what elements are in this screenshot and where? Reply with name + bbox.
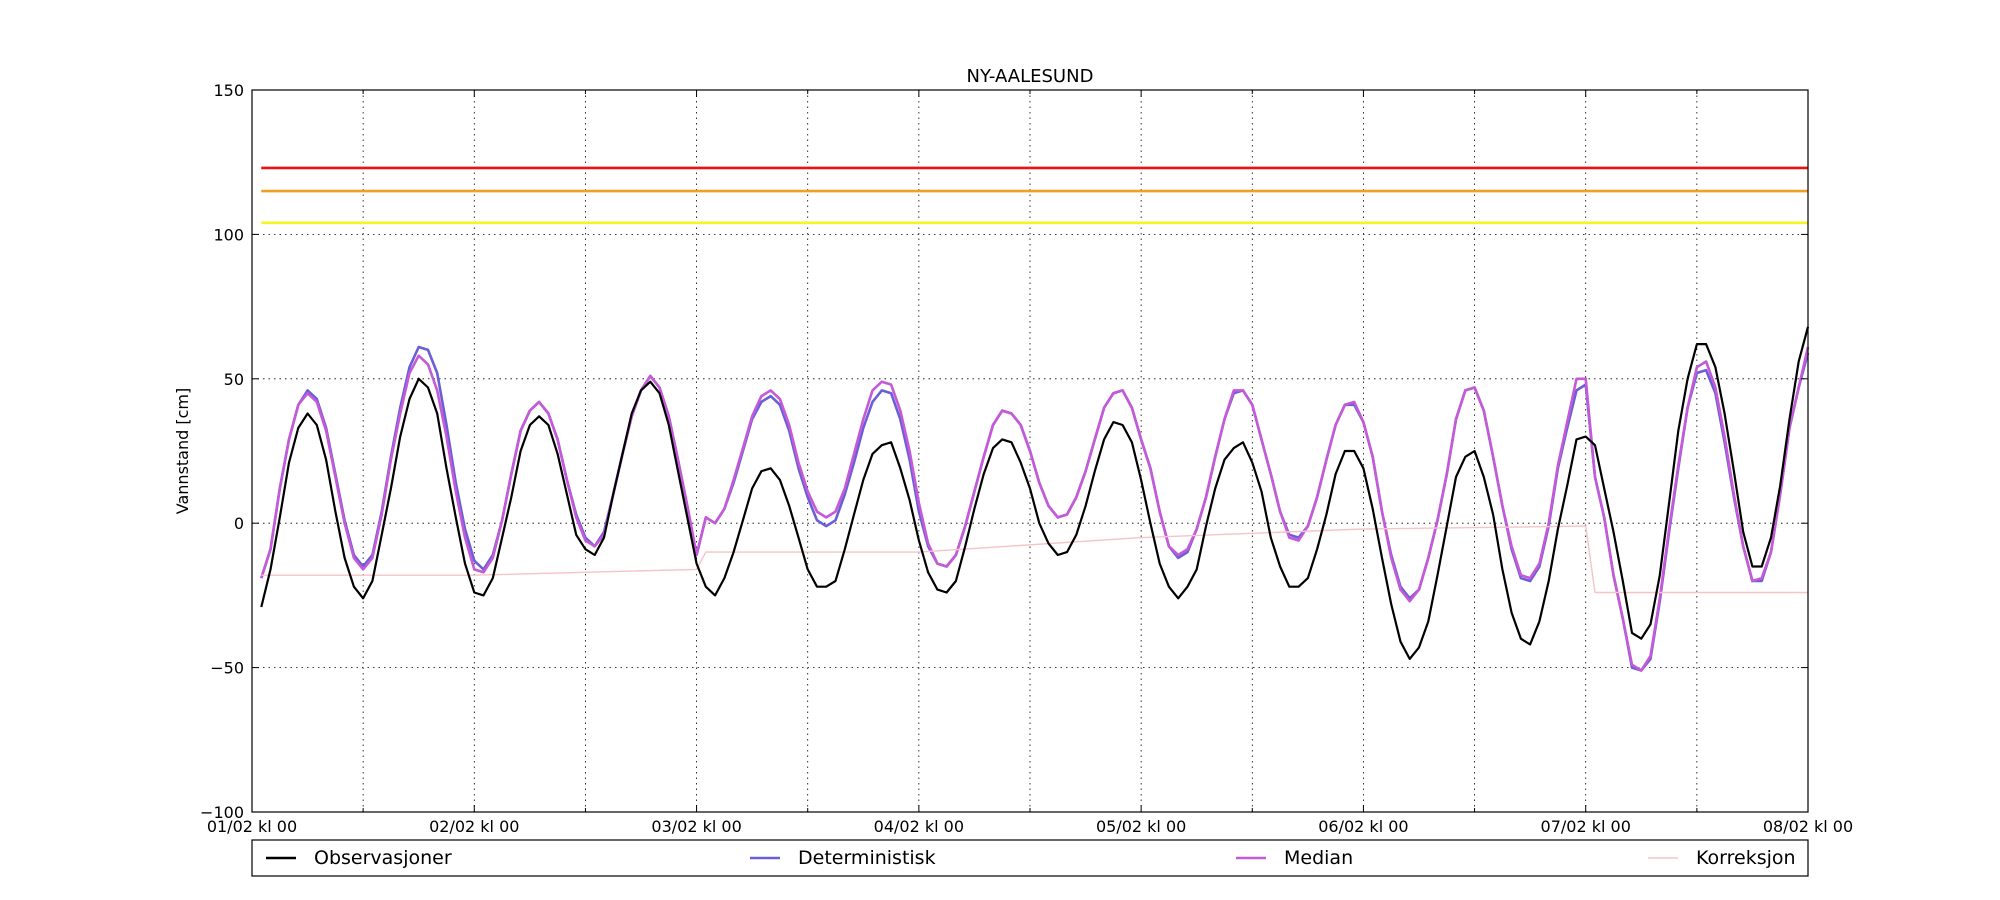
legend-label-1: Deterministisk [798, 847, 936, 869]
legend-label-0: Observasjoner [314, 847, 452, 869]
series-line-3 [261, 525, 1808, 594]
y-tick-label: −50 [210, 659, 244, 678]
y-tick-label: 100 [213, 225, 244, 244]
legend: Observasjoner Deterministisk Median Korreks… [251, 839, 1809, 877]
threshold-layer [261, 166, 1808, 225]
x-tick-label: 03/02 kl 00 [651, 817, 741, 836]
x-tick-label: 07/02 kl 00 [1541, 817, 1631, 836]
x-tick-label: 05/02 kl 00 [1096, 817, 1186, 836]
y-tick-label: 50 [224, 370, 244, 389]
axis-layer: −100 −50 0 50 100 150 01/02 kl 00 02/02 kl 00 03… [200, 81, 1853, 836]
x-tick-label: 02/02 kl 00 [429, 817, 519, 836]
y-tick-label: 150 [213, 81, 244, 100]
x-tick-label: 01/02 kl 00 [207, 817, 297, 836]
x-tick-label: 06/02 kl 00 [1318, 817, 1408, 836]
series-line-2 [260, 346, 1810, 672]
y-tick-label: −100 [200, 803, 244, 822]
y-axis-label: Vannstand [cm] [173, 388, 192, 514]
legend-label-2: Median [1284, 847, 1353, 869]
series-line-0 [260, 326, 1810, 661]
series-layer [260, 326, 1810, 672]
legend-frame [251, 839, 1809, 877]
chart-title: NY-AALESUND [967, 66, 1094, 87]
y-tick-label: 0 [234, 514, 244, 533]
grid-layer [252, 90, 1808, 812]
legend-label-3: Korreksjon [1696, 847, 1796, 869]
x-tick-label: 08/02 kl 00 [1763, 817, 1853, 836]
x-tick-label: 04/02 kl 00 [874, 817, 964, 836]
